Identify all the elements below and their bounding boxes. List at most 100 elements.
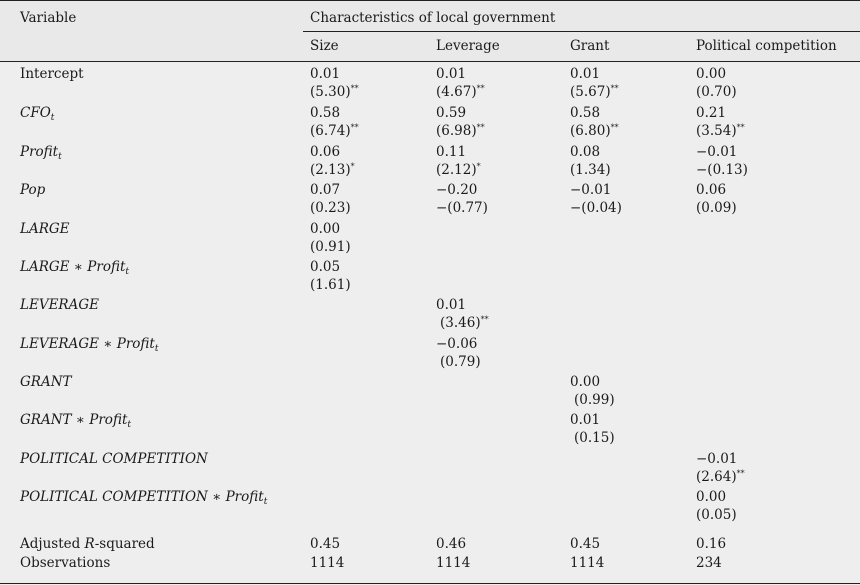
t-statistic-value: (1.61) (310, 277, 351, 293)
t-statistic: (1.34) (570, 161, 611, 180)
t-statistic: (2.13)* (310, 161, 355, 180)
coefficient: 0.11 (436, 144, 467, 160)
coefficient: 0.06 (696, 182, 727, 198)
significance-stars: ** (610, 123, 619, 132)
column-header-leverage: Leverage (436, 38, 500, 54)
significance-stars: ** (350, 123, 359, 132)
row-label-text: POLITICAL COMPETITION ∗ Profit (20, 489, 264, 505)
group-header: Characteristics of local government (310, 10, 556, 26)
row-label: CFOt (20, 104, 54, 123)
footer-label: Observations (20, 554, 110, 573)
column-header-political-competition: Political competition (696, 38, 837, 54)
footer-value: 0.16 (696, 536, 727, 552)
coefficient: 0.00 (696, 66, 727, 82)
row-label: POLITICAL COMPETITION ∗ Profitt (20, 488, 267, 507)
header-band (0, 0, 860, 61)
footer-value: 0.46 (436, 536, 467, 552)
coefficient: −0.01 (696, 451, 738, 467)
footer-value: 1114 (570, 555, 605, 571)
coefficient: −0.01 (696, 144, 738, 160)
row-label-subscript: t (50, 113, 55, 123)
t-statistic-value: (2.13) (310, 162, 351, 178)
t-statistic: (6.80)** (570, 122, 619, 141)
coefficient: 0.00 (570, 374, 601, 390)
t-statistic: (0.91) (310, 238, 351, 257)
t-statistic: (2.12)* (436, 161, 481, 180)
t-statistic-value: (4.67) (436, 84, 477, 100)
t-statistic-value: (6.80) (570, 123, 611, 139)
t-statistic: (0.79) (440, 353, 481, 372)
t-statistic: (5.30)** (310, 83, 359, 102)
significance-stars: ** (736, 123, 745, 132)
footer-value: 0.45 (570, 536, 601, 552)
coefficient: −0.06 (436, 336, 478, 352)
row-label: POLITICAL COMPETITION (20, 450, 208, 469)
row-label-text: LEVERAGE ∗ Profit (20, 336, 155, 352)
significance-stars: ** (480, 315, 489, 324)
coefficient: 0.08 (570, 144, 601, 160)
t-statistic-value: (2.12) (436, 162, 477, 178)
row-label: GRANT ∗ Profitt (20, 411, 131, 430)
row-label-subscript: t (154, 344, 159, 354)
t-statistic: (2.64)** (696, 468, 745, 487)
footer-value: 1114 (436, 555, 471, 571)
t-statistic-value: (2.64) (696, 469, 737, 485)
significance-stars: * (350, 162, 355, 171)
row-label: LARGE ∗ Profitt (20, 258, 129, 277)
row-label-subscript: t (125, 267, 129, 277)
row-label-subscript: t (58, 152, 62, 162)
footer-value: 0.45 (310, 536, 341, 552)
row-label-text: LARGE ∗ Profit (20, 259, 126, 275)
row-label-text: CFO (20, 105, 51, 121)
t-statistic: (1.61) (310, 276, 351, 295)
t-statistic: (0.70) (696, 83, 737, 102)
t-statistic: −(0.13) (696, 161, 748, 180)
row-label-subscript: t (263, 497, 268, 507)
significance-stars: ** (476, 84, 485, 93)
row-label: Pop (20, 181, 45, 200)
t-statistic: (5.67)** (570, 83, 619, 102)
t-statistic-value: (0.09) (696, 200, 737, 216)
bottom-rule (0, 583, 860, 584)
coefficient: 0.00 (310, 221, 341, 237)
coefficient: 0.06 (310, 144, 341, 160)
t-statistic-value: (5.30) (310, 84, 351, 100)
row-label-text: LARGE (20, 221, 70, 237)
row-label: LEVERAGE ∗ Profitt (20, 335, 158, 354)
t-statistic: (0.15) (574, 429, 615, 448)
group-rule (303, 31, 860, 32)
coefficient: 0.59 (436, 105, 467, 121)
coefficient: 0.01 (570, 66, 601, 82)
coefficient: 0.00 (696, 489, 727, 505)
row-label: GRANT (20, 373, 72, 392)
footer-value: 234 (696, 555, 722, 571)
row-label: LARGE (20, 220, 70, 239)
t-statistic: (0.09) (696, 199, 737, 218)
row-label: LEVERAGE (20, 296, 99, 315)
coefficient: 0.58 (310, 105, 341, 121)
coefficient: 0.58 (570, 105, 601, 121)
t-statistic: (6.98)** (436, 122, 485, 141)
row-label-text: GRANT (20, 374, 72, 390)
row-label-text: Profit (20, 144, 59, 160)
significance-stars: ** (610, 84, 619, 93)
significance-stars: ** (736, 469, 745, 478)
t-statistic-value: −(0.77) (436, 200, 488, 216)
t-statistic: −(0.04) (570, 199, 622, 218)
significance-stars: * (476, 162, 481, 171)
row-label: Intercept (20, 65, 84, 84)
t-statistic: (3.46)** (440, 314, 489, 333)
t-statistic-value: (0.23) (310, 200, 351, 216)
t-statistic-value: (3.46) (440, 315, 481, 331)
t-statistic: (6.74)** (310, 122, 359, 141)
variable-header: Variable (20, 10, 77, 26)
t-statistic: (4.67)** (436, 83, 485, 102)
t-statistic-value: (0.99) (574, 392, 615, 408)
t-statistic-value: (0.79) (440, 354, 481, 370)
t-statistic-value: (6.74) (310, 123, 351, 139)
coefficient: 0.01 (436, 297, 467, 313)
row-label-text: Pop (20, 182, 46, 198)
t-statistic: −(0.77) (436, 199, 488, 218)
coefficient: 0.21 (696, 105, 727, 121)
